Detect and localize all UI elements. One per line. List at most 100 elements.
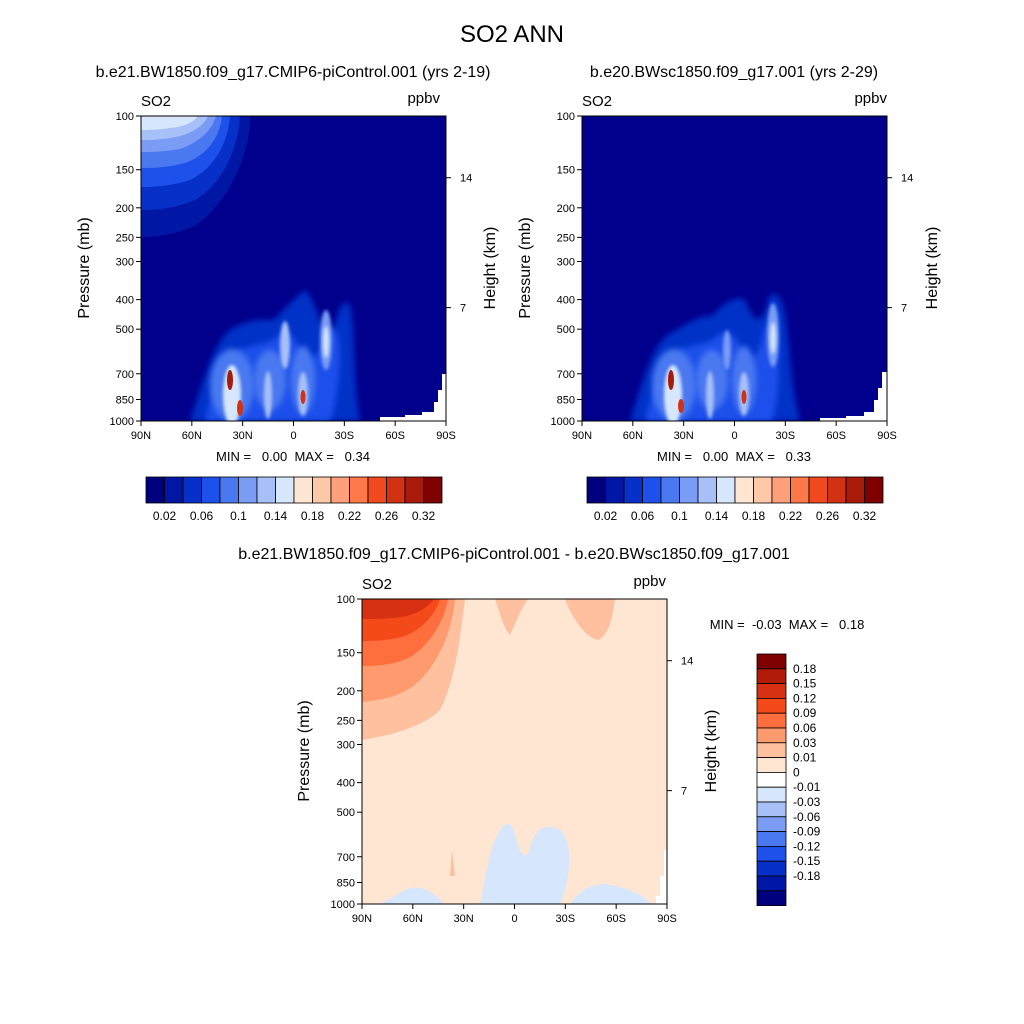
panel-3-y-ticks: 100 150 200 250 300 400 500 700 850 1000 [331, 594, 362, 911]
panel-2-x-ticks: 90N 60N 30N 0 30S 60S 90S [572, 421, 897, 442]
colorbar-label: 0.1 [230, 509, 247, 523]
colorbar-swatch [623, 476, 643, 504]
panel-2-plot-area [582, 116, 887, 421]
panel-1-colorbar: 0.02 0.06 0.1 0.14 0.18 0.22 0.26 0.32 [145, 476, 443, 523]
colorbar-label: 0.06 [631, 509, 655, 523]
x-tick-label: 30S [776, 430, 796, 442]
x-tick-label: 30N [454, 913, 474, 925]
colorbar-label: 0.12 [793, 691, 817, 705]
colorbar-swatch [756, 727, 787, 744]
x-tick-label: 60N [403, 913, 423, 925]
colorbar-swatch [386, 476, 406, 504]
panel-3-y2-ticks: 14 7 [667, 656, 693, 798]
y2-tick-label: 7 [901, 303, 907, 315]
y-tick-label: 500 [116, 324, 134, 336]
y-tick-label: 700 [557, 369, 575, 381]
panel-2-y2-axis-label: Height (km) [924, 227, 941, 310]
colorbar-label: 0.1 [671, 509, 688, 523]
colorbar-swatch [808, 476, 828, 504]
panel-2: b.e20.BWsc1850.f09_g17.001 (yrs 2-29) SO… [517, 64, 941, 523]
colorbar-label: 0.22 [338, 509, 362, 523]
panel-2-topography-mask [820, 372, 887, 421]
colorbar-label: -0.12 [793, 839, 821, 853]
colorbar-swatch [182, 476, 202, 504]
panel-2-variable-label: SO2 [582, 93, 612, 110]
colorbar-label: 0.03 [793, 736, 817, 750]
panel-1: b.e21.BW1850.f09_g17.CMIP6-piControl.001… [76, 64, 499, 523]
panel-1-peak-32N [227, 370, 233, 390]
colorbar-label: 0.01 [793, 751, 817, 765]
panel-3-variable-label: SO2 [362, 576, 392, 593]
y-tick-label: 150 [557, 165, 575, 177]
y-tick-label: 1000 [551, 416, 575, 428]
y-tick-label: 100 [557, 111, 575, 123]
colorbar-swatch [753, 476, 773, 504]
panel-2-units-label: ppbv [854, 90, 887, 107]
x-tick-label: 0 [290, 430, 296, 442]
panel-1-trop-plume [190, 290, 446, 421]
panel-1-title: b.e21.BW1850.f09_g17.CMIP6-piControl.001… [96, 64, 491, 81]
panel-1-band-12N [264, 371, 272, 419]
panel-2-y2-ticks: 14 7 [887, 173, 913, 315]
colorbar-swatch [756, 742, 787, 758]
colorbar-swatch [756, 816, 787, 832]
panel-3: b.e21.BW1850.f09_g17.CMIP6-piControl.001… [238, 546, 864, 925]
y-tick-label: 200 [337, 686, 355, 698]
colorbar-swatch [238, 476, 258, 504]
colorbar-label: 0.02 [153, 509, 177, 523]
panel-1-column-19N [280, 321, 290, 369]
colorbar-swatch [679, 476, 699, 504]
y-tick-label: 150 [116, 165, 134, 177]
panel-1-peak-eq [300, 390, 306, 404]
colorbar-label: 0.32 [412, 509, 436, 523]
y-tick-label: 700 [337, 852, 355, 864]
y-tick-label: 500 [337, 807, 355, 819]
colorbar-swatch [293, 476, 313, 504]
panel-3-title: b.e21.BW1850.f09_g17.CMIP6-piControl.001… [238, 546, 790, 563]
colorbar-swatch [756, 890, 787, 906]
x-tick-label: 90S [657, 913, 677, 925]
colorbar-swatch [330, 476, 350, 504]
colorbar-label: -0.15 [793, 854, 821, 868]
colorbar-swatch [423, 476, 443, 504]
x-tick-label: 90N [572, 430, 592, 442]
panel-1-y-ticks: 100 150 200 250 300 400 500 700 850 1000 [110, 111, 141, 428]
colorbar-label: 0.18 [742, 509, 766, 523]
colorbar-swatch [756, 786, 787, 803]
x-tick-label: 0 [731, 430, 737, 442]
x-tick-label: 90N [131, 430, 151, 442]
x-tick-label: 0 [511, 913, 517, 925]
y-tick-label: 100 [337, 594, 355, 606]
colorbar-swatch [201, 476, 221, 504]
colorbar-swatch [275, 476, 295, 504]
colorbar-label: 0.18 [301, 509, 325, 523]
x-tick-label: 30S [556, 913, 576, 925]
panel-3-y2-axis-label: Height (km) [703, 710, 720, 793]
y-tick-label: 300 [337, 740, 355, 752]
y2-tick-label: 7 [681, 786, 687, 798]
colorbar-label: -0.03 [793, 795, 821, 809]
panel-1-x-ticks: 90N 60N 30N 0 30S 60S 90S [131, 421, 456, 442]
panel-2-column-19N [723, 330, 731, 370]
colorbar-swatch [756, 668, 787, 684]
colorbar-label: 0.14 [705, 509, 729, 523]
y-tick-label: 850 [116, 394, 134, 406]
panel-2-band-12N [706, 371, 714, 419]
panel-2-title: b.e20.BWsc1850.f09_g17.001 (yrs 2-29) [590, 64, 878, 81]
panel-3-y-axis-label: Pressure (mb) [296, 700, 313, 801]
panel-2-y-axis-label: Pressure (mb) [517, 217, 534, 318]
colorbar-swatch [404, 476, 424, 504]
colorbar-swatch [349, 476, 369, 504]
y-tick-label: 200 [116, 203, 134, 215]
colorbar-label: 0.18 [793, 662, 817, 676]
colorbar-label: 0.22 [779, 509, 803, 523]
x-tick-label: 30N [674, 430, 694, 442]
y-tick-label: 850 [557, 394, 575, 406]
panel-1-topography-mask [380, 374, 446, 421]
panel-2-y-ticks: 100 150 200 250 300 400 500 700 850 1000 [551, 111, 582, 428]
colorbar-swatch [145, 476, 165, 504]
panel-2-peak-30N [678, 399, 684, 413]
panel-3-colorbar: 0.180.150.120.090.060.030.010-0.01-0.03-… [756, 653, 821, 906]
y2-tick-label: 7 [460, 303, 466, 315]
